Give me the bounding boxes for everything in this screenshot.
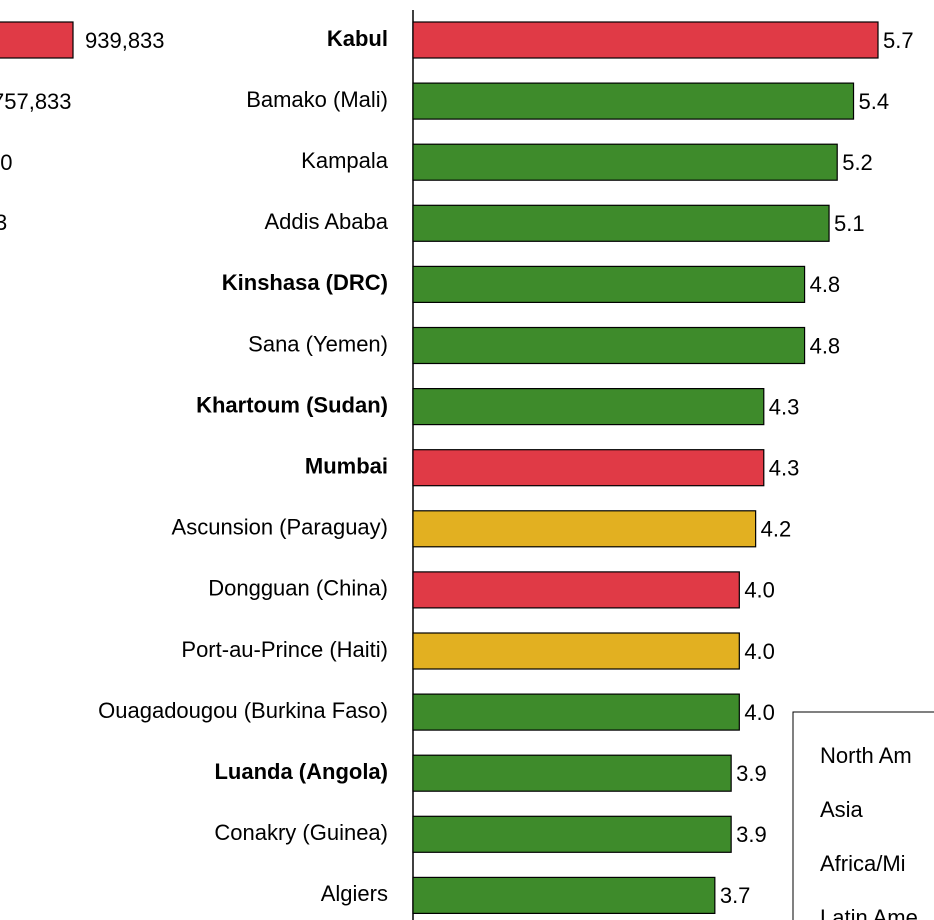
value-label: 4.3 [769,456,800,481]
bar [412,265,806,303]
category-label: Kabul [327,26,388,51]
legend-label: Africa/Mi [820,851,906,876]
legend-label: Asia [820,797,864,822]
category-label: Kampala [301,148,389,173]
value-label: 3.9 [736,822,767,847]
value-label: 5.1 [834,211,865,236]
bar [412,632,740,670]
category-label: Conakry (Guinea) [214,820,388,845]
category-label: Bamako (Mali) [246,87,388,112]
value-label: 5.7 [883,28,914,53]
value-label: 757,833 [0,89,72,114]
value-label: 4.0 [744,700,775,725]
bar [412,571,740,609]
value-label: 4.3 [769,394,800,419]
bar [0,21,74,59]
category-label: Mumbai [305,454,388,479]
category-label: Ouagadougou (Burkina Faso) [98,698,388,723]
category-label: Luanda (Angola) [214,759,388,784]
value-label: 4.8 [810,272,841,297]
category-label: Sana (Yemen) [248,331,388,356]
bar [412,326,806,365]
category-label: Kinshasa (DRC) [222,270,388,295]
value-label: 3.9 [736,761,767,786]
legend-box [792,711,934,920]
bar [412,754,732,792]
bar [412,388,765,426]
bar [412,82,855,120]
bar [412,510,757,548]
value-label: 00 [0,150,12,175]
category-label: Khartoum (Sudan) [196,392,388,417]
bar [412,449,765,487]
value-label: 4.8 [810,333,841,358]
value-label: 5.4 [859,89,890,114]
bar [412,143,838,181]
value-label: 3.7 [720,883,751,908]
legend-label: North Am [820,743,912,768]
bar [412,815,732,853]
category-label: Algiers [321,881,388,906]
bar [412,876,716,915]
category-label: Dongguan (China) [208,576,388,601]
value-label: 3 [0,210,7,235]
bar [412,204,830,242]
value-label: 4.0 [744,578,775,603]
category-label: Addis Ababa [264,209,388,234]
legend-label: Latin Ame [820,905,918,920]
value-label: 4.2 [761,517,792,542]
category-label: Port-au-Prince (Haiti) [181,637,388,662]
value-label: 5.2 [842,150,873,175]
bar [412,693,740,731]
bar [412,21,879,59]
category-label: Ascunsion (Paraguay) [172,515,388,540]
value-label: 4.0 [744,639,775,664]
value-label: 939,833 [85,28,165,53]
